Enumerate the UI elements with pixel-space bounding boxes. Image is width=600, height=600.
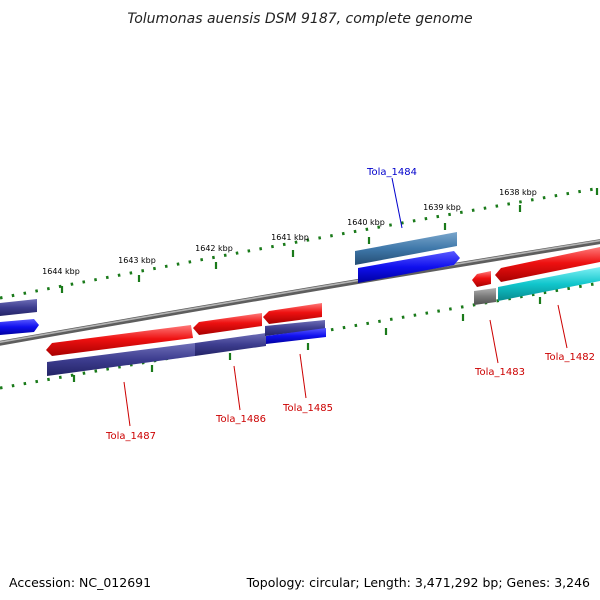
gene-tola-1482[interactable] [495, 247, 600, 301]
gene-label-tola-1484[interactable]: Tola_1484 [366, 167, 417, 178]
gene-tola-1485[interactable] [263, 303, 326, 344]
gene-label-tola-1486[interactable]: Tola_1486 [215, 414, 266, 425]
major-ticks-upper [60, 188, 599, 293]
gene-partial-left-navy[interactable] [0, 299, 37, 316]
kbp-label: 1638 kbp [499, 188, 537, 197]
gene-label-tola-1487[interactable]: Tola_1487 [105, 431, 156, 442]
major-ticks-lower [72, 297, 542, 382]
scale-track-upper [0, 186, 600, 300]
scale-labels: 1644 kbp 1643 kbp 1642 kbp 1641 kbp 1640… [42, 188, 537, 276]
kbp-label: 1644 kbp [42, 267, 80, 276]
gene-partial-left-blue[interactable] [0, 319, 39, 335]
kbp-label: 1640 kbp [347, 218, 385, 227]
gene-tola-1487[interactable] [46, 325, 195, 376]
gene-label-tola-1483[interactable]: Tola_1483 [474, 367, 525, 378]
accession-text: Accession: NC_012691 [9, 575, 151, 590]
kbp-label: 1643 kbp [118, 256, 156, 265]
genome-summary-text: Topology: circular; Length: 3,471,292 bp… [246, 575, 590, 590]
gene-label-tola-1485[interactable]: Tola_1485 [282, 403, 333, 414]
genome-backbone [0, 239, 600, 346]
gene-tola-1483[interactable] [472, 271, 496, 305]
leader-lines [123, 177, 568, 427]
gene-label-tola-1482[interactable]: Tola_1482 [544, 352, 595, 363]
genome-title: Tolumonas auensis DSM 9187, complete gen… [127, 11, 472, 27]
kbp-label: 1641 kbp [271, 233, 309, 242]
gene-tola-1484[interactable] [355, 232, 460, 283]
kbp-label: 1642 kbp [195, 244, 233, 253]
gene-tola-1486[interactable] [193, 313, 266, 356]
kbp-label: 1639 kbp [423, 203, 461, 212]
scale-track-lower [0, 281, 600, 390]
